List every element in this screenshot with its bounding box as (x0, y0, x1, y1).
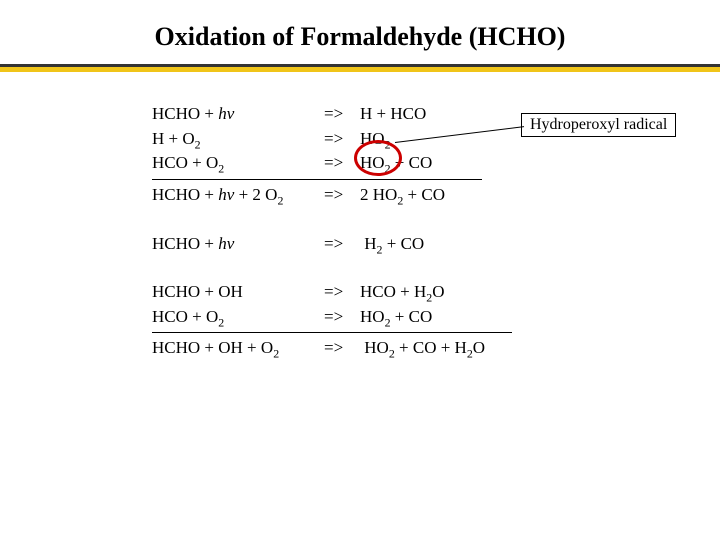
highlight-circle (354, 140, 402, 176)
arrow: => (324, 127, 360, 152)
rhs: H + HCO (360, 102, 426, 127)
lhs: HCHO + hv (152, 232, 324, 257)
rhs: HO2 + CO + H2O (360, 336, 485, 361)
divider (152, 332, 512, 333)
annotation-label: Hydroperoxyl radical (521, 113, 676, 137)
arrow: => (324, 183, 360, 208)
title-rule (0, 64, 720, 72)
arrow: => (324, 232, 360, 257)
reaction-row: HCO + O2 => HO2 + CO (152, 151, 720, 176)
arrow: => (324, 305, 360, 330)
arrow: => (324, 280, 360, 305)
reaction-row: HCO + O2 => HO2 + CO (152, 305, 720, 330)
lhs: HCHO + hv (152, 102, 324, 127)
lhs: H + O2 (152, 127, 324, 152)
divider (152, 179, 482, 180)
rhs: HO2 + CO (360, 305, 432, 330)
lhs: HCO + O2 (152, 151, 324, 176)
lhs: HCHO + OH (152, 280, 324, 305)
lhs: HCHO + OH + O2 (152, 336, 324, 361)
rhs: H2 + CO (360, 232, 424, 257)
page-title: Oxidation of Formaldehyde (HCHO) (0, 0, 720, 64)
reaction-row: HCHO + OH => HCO + H2O (152, 280, 720, 305)
reaction-row: HCHO + hv => H2 + CO (152, 232, 720, 257)
reaction-row-net: HCHO + hv + 2 O2 => 2 HO2 + CO (152, 183, 720, 208)
reaction-row-net: HCHO + OH + O2 => HO2 + CO + H2O (152, 336, 720, 361)
arrow: => (324, 336, 360, 361)
rhs: 2 HO2 + CO (360, 183, 445, 208)
lhs: HCHO + hv + 2 O2 (152, 183, 324, 208)
rhs: HCO + H2O (360, 280, 445, 305)
arrow: => (324, 102, 360, 127)
lhs: HCO + O2 (152, 305, 324, 330)
